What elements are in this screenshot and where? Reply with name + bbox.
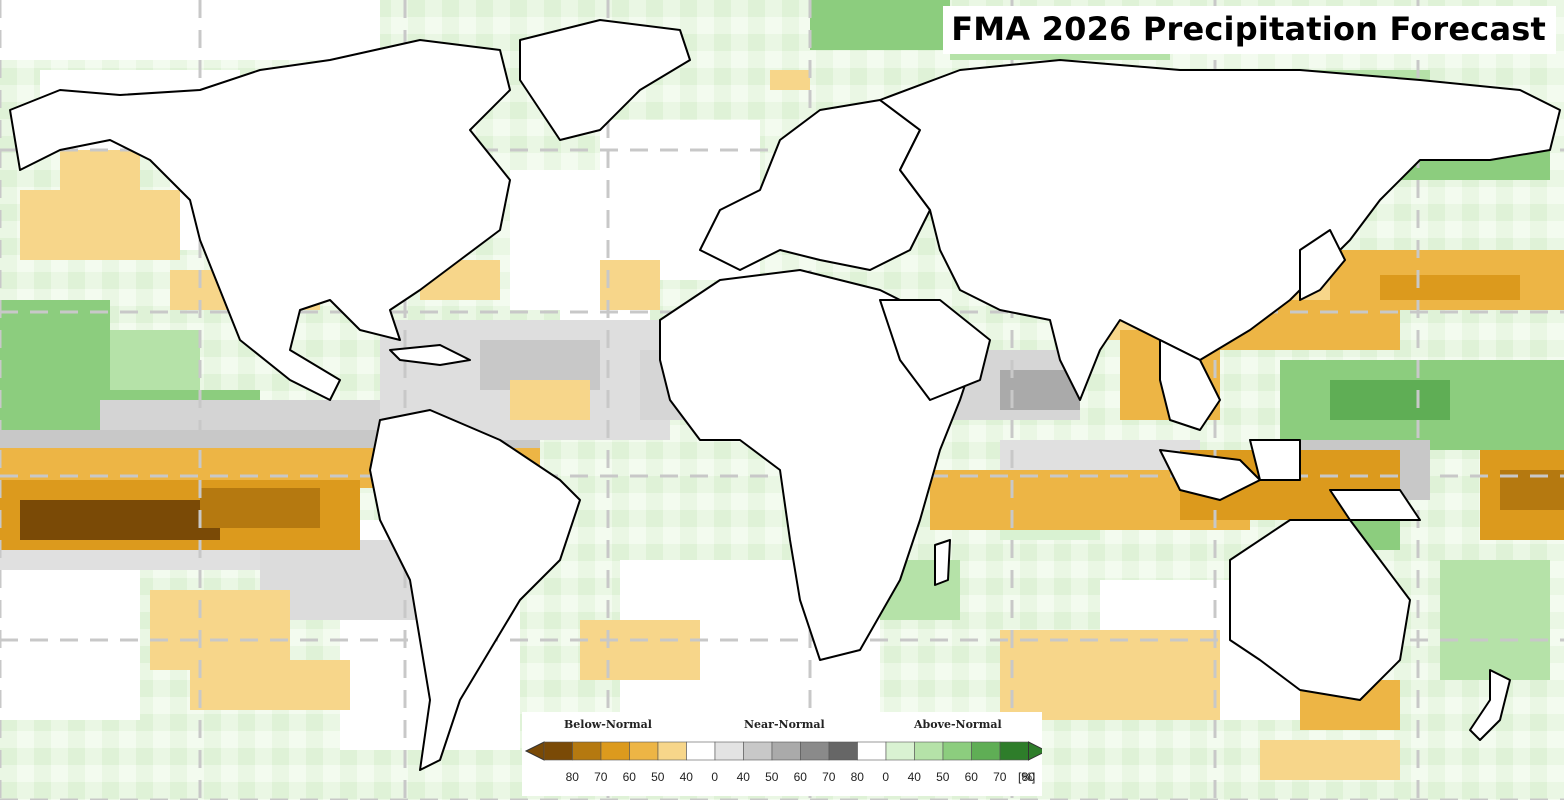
legend-tick-label: 40 [736, 770, 750, 784]
legend-tick-label: 50 [651, 770, 665, 784]
new-guinea [1329, 489, 1421, 521]
australia [1229, 519, 1411, 701]
new-zealand [1469, 669, 1511, 741]
legend-tick-label: 60 [622, 770, 636, 784]
legend-arrow-left [524, 741, 545, 761]
legend-tick-label: 70 [993, 770, 1007, 784]
asia [879, 59, 1561, 401]
legend-swatch [543, 741, 573, 761]
legend-swatch [971, 741, 1001, 761]
caribbean [389, 344, 471, 366]
legend-tick-label: 70 [822, 770, 836, 784]
legend-swatch [714, 741, 744, 761]
borneo [1249, 439, 1301, 481]
greenland [519, 19, 691, 141]
legend-swatch [942, 741, 972, 761]
legend-swatch [999, 741, 1029, 761]
legend-category-above: Above-Normal [914, 718, 1002, 731]
legend-tick-label: 70 [594, 770, 608, 784]
legend-swatch [686, 741, 716, 761]
legend-arrow-right [1028, 741, 1042, 761]
legend-category-near: Near-Normal [744, 718, 825, 731]
legend-tick-label: 50 [765, 770, 779, 784]
indonesia [1159, 449, 1261, 501]
legend-swatch [657, 741, 687, 761]
legend-swatch [914, 741, 944, 761]
legend-tick-label: 60 [793, 770, 807, 784]
legend-swatch [771, 741, 801, 761]
map-title: FMA 2026 Precipitation Forecast [943, 6, 1556, 54]
legend-tick-label: 0 [882, 770, 890, 784]
indochina [1159, 339, 1221, 431]
legend-swatch [629, 741, 659, 761]
legend-color-bar [524, 741, 1042, 761]
legend-tick-label: 0 [711, 770, 719, 784]
legend-swatch [857, 741, 887, 761]
legend-swatch [828, 741, 858, 761]
madagascar [934, 539, 951, 586]
legend-tick-label: 40 [907, 770, 921, 784]
legend-tick-label: 50 [936, 770, 950, 784]
legend-tick-label: 80 [850, 770, 864, 784]
legend-category-below: Below-Normal [564, 718, 652, 731]
legend-unit: [%] [1018, 770, 1036, 784]
africa [659, 269, 971, 661]
legend-swatch [600, 741, 630, 761]
legend: Below-Normal Near-Normal Above-Normal 80… [522, 712, 1042, 796]
legend-swatch [572, 741, 602, 761]
legend-swatch [885, 741, 915, 761]
legend-tick-label: 40 [679, 770, 693, 784]
land-outlines [9, 19, 1561, 771]
arabia [879, 299, 991, 401]
south-america [369, 409, 581, 771]
legend-tick-label: 80 [1021, 770, 1035, 784]
legend-tick-label: 80 [565, 770, 579, 784]
north-america [9, 39, 511, 401]
japan [1299, 229, 1346, 301]
legend-swatch [743, 741, 773, 761]
legend-tick-label: 60 [964, 770, 978, 784]
legend-swatch [800, 741, 830, 761]
